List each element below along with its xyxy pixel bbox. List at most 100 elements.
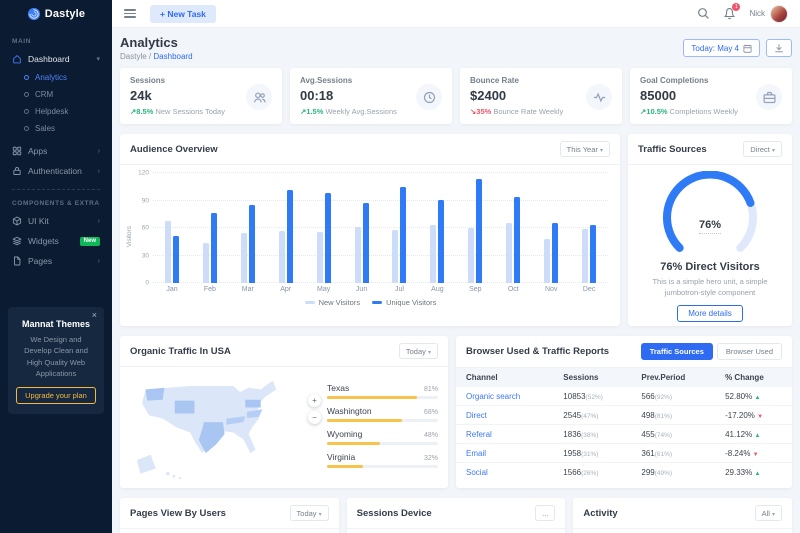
channel-link[interactable]: Organic search — [456, 387, 554, 406]
state-line: Wyoming 48% — [327, 429, 438, 439]
sidebar-item-analytics[interactable]: Analytics — [0, 69, 112, 86]
map-zoom-out-button[interactable]: − — [308, 411, 321, 424]
gridline — [153, 172, 608, 173]
chevron-down-icon: ▾ — [427, 349, 431, 356]
pages-filter-dropdown[interactable]: Today ▾ — [289, 505, 329, 521]
promo-text: We Design and Develop Clean and High Qua… — [24, 335, 88, 378]
sidebar-item-authentication[interactable]: Authentication › — [0, 161, 112, 181]
sessions-device-card: Sessions Device ... — [346, 498, 566, 533]
download-button[interactable] — [766, 39, 792, 57]
sidebar-item-apps[interactable]: Apps › — [0, 141, 112, 161]
upgrade-plan-button[interactable]: Upgrade your plan — [16, 387, 96, 404]
chart-bar — [316, 231, 323, 283]
state-row: Washington 68% — [327, 406, 438, 422]
prev-period-cell: 498(81%) — [631, 405, 716, 425]
traffic-filter-dropdown[interactable]: Direct ▾ — [743, 141, 782, 157]
triangle-up-icon: ▲ — [754, 394, 761, 401]
bar-group — [305, 173, 343, 283]
card-title: Organic Traffic In USA — [130, 345, 231, 357]
search-icon[interactable] — [697, 7, 710, 20]
map-zoom-in-button[interactable]: + — [308, 394, 321, 407]
sub-item-label: Sales — [35, 124, 56, 133]
change-cell: -17.20% ▼ — [715, 405, 792, 425]
state-bar-fill — [327, 396, 417, 399]
toggle-browser-used[interactable]: Browser Used — [716, 343, 782, 360]
more-details-button[interactable]: More details — [677, 304, 743, 322]
state-name: Virginia — [327, 452, 356, 462]
bell-icon — [723, 7, 736, 20]
activity-filter-dropdown[interactable]: All ▾ — [754, 505, 783, 521]
sessions-cell: 1836(38%) — [553, 424, 632, 444]
stat-card: Goal Completions 85000 ↗10.5% Completions … — [630, 68, 792, 124]
notifications-button[interactable]: 1 — [723, 3, 741, 20]
bar-group — [456, 173, 494, 283]
logo[interactable]: Dastyle — [0, 0, 112, 28]
close-icon[interactable]: × — [91, 310, 97, 320]
legend-marker — [304, 301, 315, 304]
menu-toggle-icon[interactable] — [124, 9, 136, 18]
prev-percent: (92%) — [654, 393, 673, 401]
channel-link[interactable]: Email — [456, 443, 554, 463]
card-title: Audience Overview — [130, 143, 218, 155]
sidebar-item-pages[interactable]: Pages › — [0, 251, 112, 271]
audience-filter-dropdown[interactable]: This Year ▾ — [559, 141, 610, 157]
stat-value: 00:18 — [300, 88, 334, 103]
column-header: Channel — [456, 368, 554, 387]
state-bar-fill — [327, 465, 363, 468]
chart-bar — [354, 227, 361, 283]
state-bar-fill — [327, 419, 403, 422]
traffic-reports-card: Browser Used & Traffic Reports Traffic S… — [456, 336, 792, 488]
sidebar-item-uikit[interactable]: UI Kit › — [0, 211, 112, 231]
channel-link[interactable]: Referal — [456, 424, 554, 444]
app-name: Dastyle — [44, 8, 86, 20]
gauge-chart: 76% — [655, 171, 765, 257]
prev-percent: (61%) — [654, 450, 673, 458]
legend-item: New Visitors — [304, 298, 360, 307]
prev-percent: (49%) — [654, 469, 673, 477]
sidebar-item-widgets[interactable]: Widgets New — [0, 231, 112, 251]
channel-link[interactable]: Direct — [456, 405, 554, 425]
sidebar-item-label: Pages — [28, 256, 53, 266]
organic-filter-dropdown[interactable]: Today ▾ — [398, 343, 438, 359]
usa-map[interactable] — [130, 373, 302, 485]
date-label: Today: May 4 — [691, 43, 739, 53]
state-bar-track — [327, 442, 438, 445]
user-name: Nick — [749, 9, 765, 18]
gridline — [153, 199, 608, 201]
y-axis-label: Visitors — [126, 225, 133, 248]
chart-legend: New Visitors Unique Visitors — [133, 298, 608, 307]
stat-delta: ↗1.5% — [300, 107, 324, 116]
stat-label: Sessions — [130, 76, 166, 85]
breadcrumb-parent[interactable]: Dastyle — [120, 52, 147, 61]
user-menu[interactable]: Nick — [749, 4, 788, 23]
sidebar-item-sales[interactable]: Sales — [0, 120, 112, 137]
sidebar-item-crm[interactable]: CRM — [0, 86, 112, 103]
nav-section-main: MAIN — [12, 38, 32, 45]
pages-view-item[interactable]: Dastyle - Admin Dashboard4.3k — [120, 529, 339, 533]
sidebar-item-dashboard[interactable]: Dashboard ▾ — [0, 49, 112, 69]
state-bar-track — [327, 419, 438, 422]
activity-item: Donald updated the status of Refund #123… — [573, 529, 792, 533]
state-percent: 32% — [423, 455, 438, 462]
stat-label: Bounce Rate — [470, 76, 519, 85]
card-title: Activity — [583, 507, 618, 519]
card-title: Browser Used & Traffic Reports — [466, 346, 610, 357]
chart-bar — [172, 236, 179, 283]
date-picker-button[interactable]: Today: May 4 — [683, 39, 760, 57]
chart-bar — [476, 178, 483, 283]
bar-group — [532, 173, 570, 283]
chart-bar — [248, 205, 255, 283]
toggle-traffic-sources[interactable]: Traffic Sources — [640, 343, 713, 360]
table-row: Direct 2545(47%) 498(81%) -17.20% ▼ — [456, 405, 792, 425]
gauge-value: 76% — [655, 219, 765, 234]
channel-link[interactable]: Social — [466, 467, 488, 477]
sidebar-item-helpdesk[interactable]: Helpdesk — [0, 103, 112, 120]
new-task-button[interactable]: + New Task — [150, 4, 216, 23]
state-bars-list: Texas 81% Washington 68% Wyoming 48% Virginia 3… — [327, 383, 438, 475]
page-content: Analytics Dastyle / Dashboard Today: May… — [112, 28, 800, 533]
stat-caption: ↗1.5% Weekly Avg.Sessions — [300, 107, 397, 116]
sidebar-item-label: Authentication — [28, 166, 82, 176]
sessions-device-menu[interactable]: ... — [535, 505, 556, 521]
prev-period-cell: 299(49%) — [641, 467, 673, 477]
state-name: Texas — [327, 383, 350, 393]
